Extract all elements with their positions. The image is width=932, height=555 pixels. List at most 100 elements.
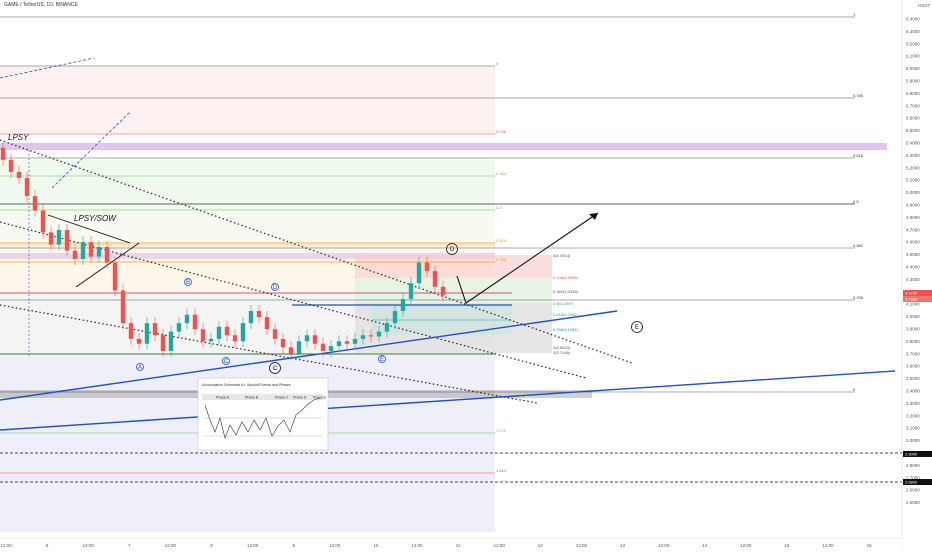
candle-body — [368, 335, 374, 337]
time-axis: 12:00 6 12:00 7 12:00 8 12:00 9 12:00 10 12:00 11 12… — [0, 537, 902, 550]
time-tick-label: 12:00 — [247, 543, 259, 548]
price-tick-label: 5.8000 — [906, 91, 920, 96]
candle-body — [408, 283, 414, 299]
time-tick-label: 15 — [784, 543, 790, 548]
fib-left-label: 0.236 — [496, 129, 507, 134]
fib-left-label: 1.272 — [496, 428, 507, 433]
candle-body — [0, 147, 6, 160]
wave-d-circle-text: D — [450, 247, 455, 253]
range-red — [355, 255, 552, 278]
candle-body — [440, 286, 446, 296]
candle-body — [32, 196, 38, 211]
range-level-label: 0.786(4.1481) — [553, 327, 579, 332]
candle-body — [352, 338, 358, 344]
candle-body — [200, 329, 206, 342]
inset-phase-d: Phase D — [293, 396, 307, 400]
candle-body — [112, 262, 118, 291]
candle-body — [176, 323, 182, 332]
candle-body — [432, 271, 438, 287]
current-price-tag-2-text: 4.1580 — [905, 297, 918, 302]
black-price-tag-2-text: 2.6800 — [905, 480, 918, 485]
time-tick-label: 12:00 — [165, 543, 177, 548]
candle-body — [360, 335, 366, 339]
annotations: LPSY LPSY/SOW A B C D C D E E — [8, 133, 643, 374]
time-tick-label: 12:00 — [494, 543, 506, 548]
fib-right-label: 0.786 — [853, 93, 864, 98]
inset-phase-b: Phase B — [245, 396, 259, 400]
wave-c-circle-circle — [269, 362, 281, 374]
price-tick-label: 5.4000 — [906, 141, 920, 146]
range-level-label: 0(4.4914) — [553, 253, 571, 258]
candle-body — [208, 338, 214, 342]
wave-e-small-text: E — [380, 357, 384, 363]
current-price-tag-2 — [903, 296, 932, 302]
candle-body — [384, 323, 390, 332]
current-price-tag-text: 4.1740 — [905, 291, 918, 296]
range-level-label: 1(4.0520) — [553, 345, 571, 350]
label-lpsy: LPSY — [8, 133, 29, 142]
price-tick-label: 5.0000 — [906, 190, 920, 195]
price-tick-label: 5.3000 — [906, 153, 920, 158]
candle-body — [376, 331, 382, 337]
time-tick-label: 12:00 — [740, 543, 752, 548]
time-tick-label: 7 — [128, 543, 131, 548]
current-price-tag — [903, 290, 932, 296]
wave-b-text: B — [186, 280, 190, 286]
price-tick-label: 4.7000 — [906, 227, 920, 232]
fib-left-label: 0 — [496, 61, 499, 66]
price-tick-label: 2.8000 — [906, 463, 920, 468]
price-axis-bg — [902, 0, 932, 550]
candle-body — [16, 171, 22, 178]
candle-body — [296, 341, 302, 354]
candle-body — [64, 229, 70, 251]
price-tick-label: 5.6000 — [906, 116, 920, 121]
candle-body — [80, 242, 86, 260]
price-tick-label: 4.3000 — [906, 277, 920, 282]
wave-e-small-circle — [378, 355, 386, 363]
inset-title: Accumulation Schematic #1: Wyckoff Event… — [202, 383, 291, 387]
range-level-label: 0.382(4.3348) — [553, 289, 579, 294]
triangle-bottom — [75, 242, 140, 288]
wyckoff-inset: Accumulation Schematic #1: Wyckoff Event… — [197, 377, 329, 451]
inset-phase-c: Phase C — [275, 396, 289, 400]
label-lpsy-sow: LPSY/SOW — [74, 214, 117, 223]
price-tick-label: 4.8000 — [906, 215, 920, 220]
candle-body — [88, 242, 94, 257]
price-tick-label: 3.3000 — [906, 401, 920, 406]
candle-body — [8, 159, 14, 172]
time-tick-label: 6 — [46, 543, 49, 548]
time-tick-label: 16 — [867, 543, 873, 548]
candle-body — [96, 246, 102, 257]
wave-e-circle-text: E — [635, 325, 639, 331]
candle-body — [320, 343, 326, 351]
black-price-tag-2 — [903, 479, 932, 485]
wave-c-small-text: C — [224, 359, 229, 365]
candle-body — [280, 338, 286, 348]
wave-d-circle-circle — [446, 243, 458, 255]
candle-body — [192, 314, 198, 330]
price-tick-label: 4.9000 — [906, 203, 920, 208]
fib-zone-green — [0, 160, 495, 210]
candle-body — [328, 346, 334, 351]
candle-body — [216, 326, 222, 339]
wave-e-circle-circle — [631, 321, 643, 333]
price-tick-label: 2.7000 — [906, 475, 920, 480]
candle-body — [304, 335, 310, 342]
candle-body — [152, 323, 158, 336]
price-tick-label: 5.2000 — [906, 165, 920, 170]
price-tick-label: 6.2000 — [906, 41, 920, 46]
inset-phase-a: Phase A — [216, 396, 230, 400]
fib-right-label: 0.382 — [853, 243, 864, 248]
wave-d-small-circle — [271, 283, 279, 291]
black-price-tag-1 — [903, 451, 932, 457]
range-level-label: 0.618(4.2281) — [553, 312, 579, 317]
wave-a-circle — [136, 363, 144, 371]
wave-c-small-circle — [222, 357, 230, 365]
price-tick-label: 3.7000 — [906, 351, 920, 356]
price-tick-label: 3.4000 — [906, 389, 920, 394]
fib-zone-red — [0, 66, 495, 134]
price-tick-label: 3.2000 — [906, 413, 920, 418]
blue-dashed-2 — [51, 111, 131, 189]
